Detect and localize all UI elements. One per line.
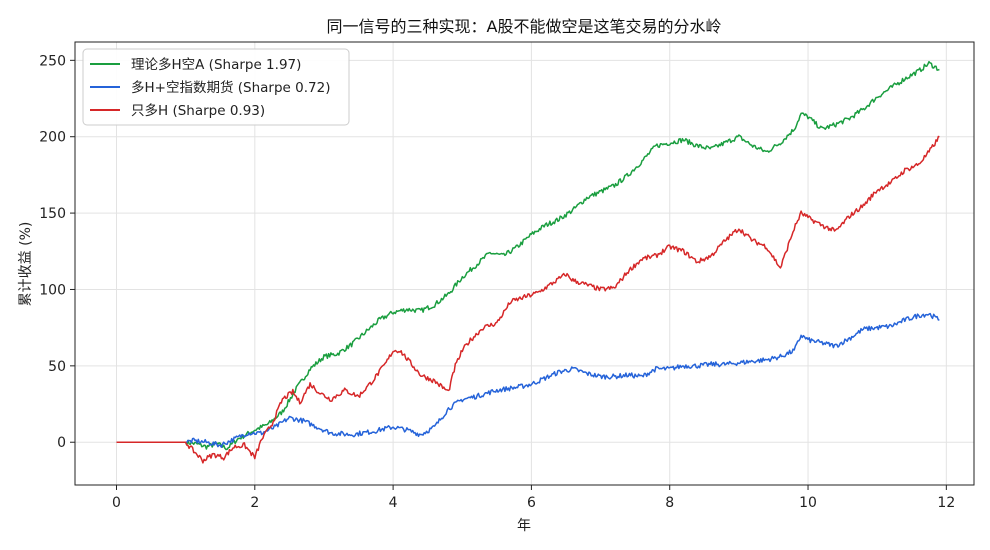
chart-title: 同一信号的三种实现：A股不能做空是这笔交易的分水岭	[327, 17, 722, 36]
y-tick-label: 250	[39, 53, 66, 69]
legend-label: 多H+空指数期货 (Sharpe 0.72)	[131, 79, 330, 96]
x-axis-label: 年	[517, 518, 531, 534]
x-tick-label: 12	[937, 495, 955, 511]
series-line-2	[116, 135, 940, 464]
legend: 理论多H空A (Sharpe 1.97) 多H+空指数期货 (Sharpe 0.7…	[82, 48, 350, 126]
y-tick-label: 0	[57, 435, 66, 451]
grid	[75, 42, 974, 485]
y-tick-label: 200	[39, 130, 66, 146]
series-line-1	[116, 312, 940, 448]
plot-frame	[74, 41, 975, 486]
x-tick-label: 10	[799, 495, 817, 511]
x-tick-label: 0	[112, 495, 121, 511]
series-line-0	[116, 60, 940, 451]
y-tick-label: 150	[39, 206, 66, 222]
legend-label: 理论多H空A (Sharpe 1.97)	[131, 56, 301, 73]
y-axis: 0 50 100 150 200 250	[39, 53, 75, 451]
legend-box	[82, 48, 350, 126]
y-tick-label: 50	[48, 359, 66, 375]
series-layer	[116, 60, 940, 464]
x-axis: 0 2 4 6 8 10 12	[112, 485, 955, 511]
y-axis-label: 累计收益 (%)	[18, 222, 34, 307]
x-tick-label: 2	[250, 495, 259, 511]
x-tick-label: 6	[527, 495, 536, 511]
legend-label: 只多H (Sharpe 0.93)	[131, 102, 265, 119]
x-tick-label: 4	[389, 495, 398, 511]
x-tick-label: 8	[665, 495, 674, 511]
y-tick-label: 100	[39, 282, 66, 298]
